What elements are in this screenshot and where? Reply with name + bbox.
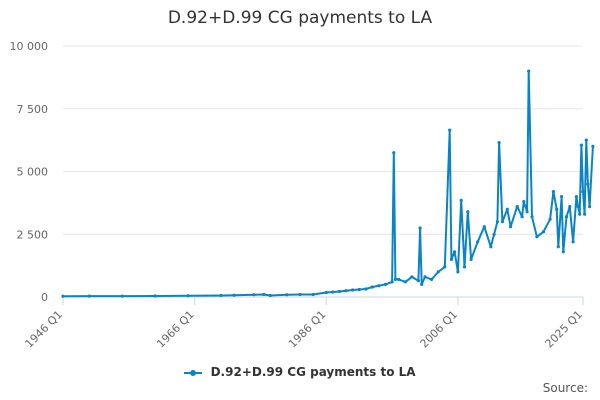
x-tick-label: 1986 Q1 bbox=[286, 308, 329, 351]
data-point bbox=[344, 289, 348, 293]
data-point bbox=[298, 292, 302, 297]
data-point bbox=[410, 275, 414, 279]
data-point bbox=[377, 284, 381, 288]
data-point bbox=[578, 212, 582, 216]
data-point bbox=[497, 141, 501, 145]
data-point bbox=[390, 280, 394, 284]
data-point bbox=[586, 182, 590, 186]
data-point bbox=[232, 293, 236, 297]
data-point bbox=[556, 245, 560, 249]
data-point bbox=[268, 293, 272, 298]
data-point bbox=[403, 280, 407, 284]
data-point bbox=[581, 190, 585, 194]
data-point bbox=[548, 217, 552, 221]
data-point bbox=[120, 294, 124, 298]
chart-title: D.92+D.99 CG payments to LA bbox=[167, 8, 433, 28]
data-point bbox=[591, 144, 595, 148]
data-point bbox=[555, 207, 559, 211]
data-point bbox=[430, 277, 434, 281]
data-point bbox=[436, 270, 440, 274]
data-point bbox=[495, 220, 499, 224]
data-point bbox=[568, 205, 572, 209]
data-point bbox=[331, 290, 335, 294]
data-point bbox=[449, 257, 453, 261]
data-point bbox=[459, 198, 463, 202]
data-point bbox=[469, 257, 473, 261]
legend-swatch bbox=[184, 368, 203, 378]
data-point bbox=[453, 250, 457, 254]
data-point bbox=[530, 215, 534, 219]
data-point bbox=[351, 288, 355, 292]
data-point bbox=[505, 207, 509, 211]
y-tick-label: 2 500 bbox=[17, 228, 49, 241]
data-point bbox=[574, 195, 579, 199]
data-point bbox=[186, 294, 190, 298]
data-point bbox=[357, 287, 361, 292]
data-point bbox=[416, 279, 420, 283]
data-point bbox=[420, 282, 424, 286]
x-tick-label: 2006 Q1 bbox=[418, 308, 461, 351]
y-tick-label: 5 000 bbox=[17, 166, 49, 179]
data-point bbox=[564, 215, 569, 219]
y-tick-label: 10 000 bbox=[10, 40, 49, 53]
data-point bbox=[61, 294, 65, 298]
data-point bbox=[311, 292, 315, 297]
x-tick-label: 2025 Q1 bbox=[543, 308, 586, 351]
legend-label: D.92+D.99 CG payments to LA bbox=[210, 365, 416, 379]
data-point bbox=[448, 128, 452, 132]
data-point bbox=[492, 232, 496, 236]
data-point bbox=[285, 293, 289, 297]
data-point bbox=[515, 205, 519, 209]
data-point bbox=[393, 277, 397, 281]
data-point bbox=[153, 294, 157, 298]
legend-item[interactable]: D.92+D.99 CG payments to LA bbox=[0, 365, 600, 379]
data-point bbox=[541, 230, 546, 234]
data-point bbox=[551, 190, 556, 194]
x-tick-label: 1946 Q1 bbox=[23, 308, 66, 351]
data-point bbox=[476, 240, 480, 244]
data-point bbox=[583, 212, 587, 216]
data-point bbox=[262, 292, 266, 297]
data-point bbox=[466, 210, 470, 214]
data-point bbox=[520, 215, 524, 219]
source-label: Source: bbox=[542, 381, 588, 395]
data-point bbox=[252, 293, 256, 297]
data-point bbox=[418, 226, 422, 230]
series-line bbox=[62, 70, 594, 298]
data-point bbox=[370, 285, 374, 289]
data-point bbox=[527, 69, 531, 73]
data-point bbox=[337, 289, 342, 294]
data-point bbox=[489, 245, 493, 249]
data-point bbox=[87, 294, 91, 298]
data-point bbox=[383, 282, 388, 286]
data-point bbox=[324, 290, 328, 295]
data-point bbox=[500, 220, 504, 224]
y-tick-label: 0 bbox=[41, 291, 48, 304]
data-point bbox=[397, 277, 401, 281]
data-point bbox=[219, 293, 223, 298]
y-tick-label: 7 500 bbox=[17, 103, 49, 116]
data-point bbox=[392, 151, 396, 155]
data-point bbox=[588, 205, 592, 209]
data-point bbox=[462, 265, 467, 269]
data-point bbox=[560, 195, 564, 199]
data-point bbox=[443, 265, 447, 269]
data-point bbox=[571, 240, 575, 244]
data-point bbox=[509, 225, 513, 229]
data-point bbox=[522, 200, 526, 204]
data-point bbox=[364, 287, 368, 291]
data-point bbox=[456, 270, 460, 274]
data-point bbox=[579, 143, 584, 147]
data-point bbox=[584, 138, 588, 142]
x-tick-label: 1966 Q1 bbox=[154, 308, 197, 351]
data-point bbox=[561, 250, 565, 254]
data-point bbox=[525, 210, 529, 214]
data-point bbox=[482, 225, 486, 229]
data-point bbox=[423, 275, 427, 279]
data-point bbox=[535, 235, 539, 239]
data-point bbox=[576, 205, 580, 209]
